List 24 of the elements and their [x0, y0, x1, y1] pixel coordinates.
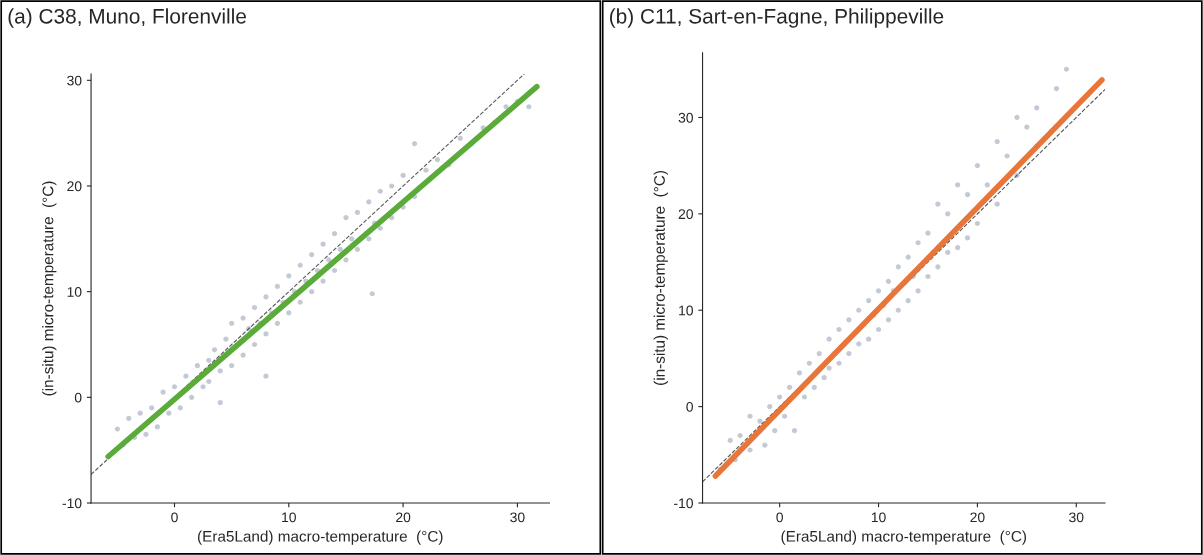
y-tick-label: 0 [686, 401, 693, 412]
chart-title: (a) C38, Muno, Florenville [8, 8, 246, 28]
x-tick-label: 20 [396, 512, 411, 523]
x-tick-label: 30 [1069, 512, 1084, 523]
x-tick-label: 20 [970, 512, 985, 523]
x-tick-label: 10 [871, 512, 886, 523]
y-tick-label: 30 [678, 112, 693, 123]
y-tick-label: 20 [67, 181, 82, 192]
y-tick-label: -10 [674, 498, 693, 509]
y-tick-label: 30 [67, 75, 82, 86]
y-tick-label: -10 [62, 498, 82, 509]
y-tick-label: 20 [678, 209, 693, 220]
x-axis-title: (Era5Land) macro-temperature (°C) [198, 530, 443, 545]
y-tick-label: 10 [679, 305, 693, 316]
y-axis-title: (in-situ) micro-temperature (°C) [42, 181, 57, 396]
y-axis-title: (in-situ) micro-temperature (°C) [653, 170, 668, 385]
x-tick-label: 30 [510, 512, 525, 523]
chart-title: (b) C11, Sart-en-Fagne, Philippeville [610, 8, 944, 28]
y-tick-label: 10 [67, 286, 82, 297]
y-tick-label: 0 [74, 392, 82, 403]
x-tick-label: 10 [282, 512, 296, 523]
x-tick-label: 0 [171, 512, 178, 523]
x-tick-label: 0 [776, 512, 783, 523]
x-axis-title: (Era5Land) macro-temperature (°C) [781, 530, 1027, 545]
